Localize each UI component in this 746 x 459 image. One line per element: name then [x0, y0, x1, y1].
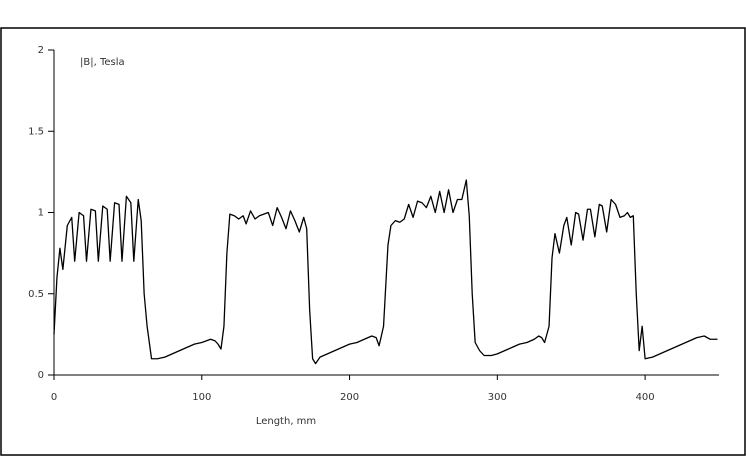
y-tick-label: 0 [38, 370, 44, 381]
y-tick-label: 1 [38, 208, 44, 219]
annotation: |B|, Tesla [80, 57, 125, 68]
x-tick-label: 200 [340, 392, 359, 403]
y-tick-label: 2 [38, 45, 44, 56]
y-tick-label: 0.5 [28, 289, 44, 300]
x-tick-label: 0 [51, 392, 57, 403]
x-tick-label: 100 [192, 392, 211, 403]
y-tick-label: 1.5 [28, 126, 44, 137]
data-line [53, 179, 718, 365]
x-tick-label: 400 [636, 392, 655, 403]
x-tick-label: 300 [488, 392, 507, 403]
frame [0, 27, 746, 456]
x-axis-label: Length, mm [256, 416, 316, 427]
